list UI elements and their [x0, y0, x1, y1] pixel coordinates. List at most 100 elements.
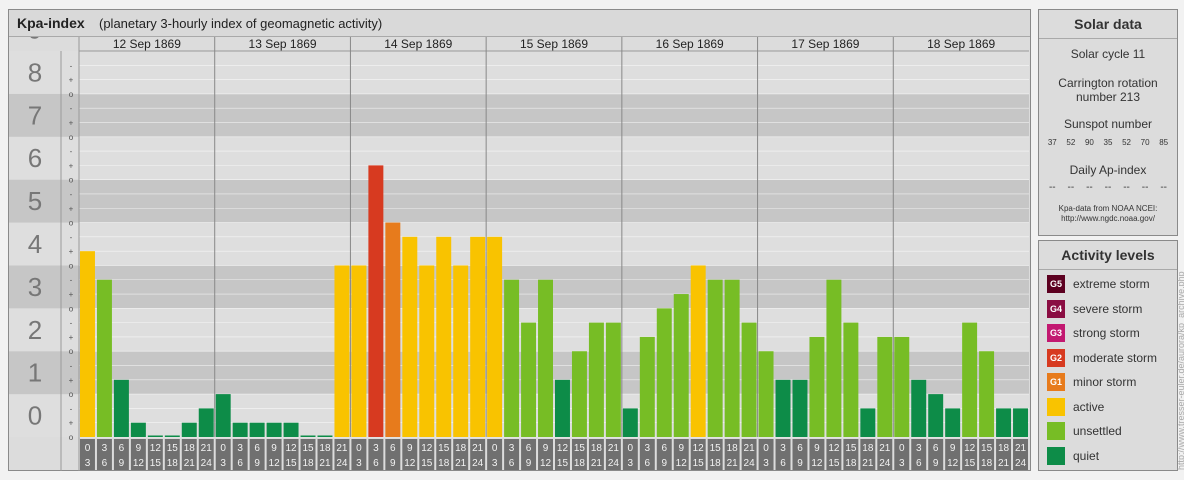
interval-end-label: 3 — [763, 458, 769, 469]
interval-end-label: 3 — [220, 458, 226, 469]
interval-label-box — [504, 439, 520, 470]
interval-start-label: 9 — [814, 443, 820, 454]
legend-label: minor storm — [1073, 375, 1137, 389]
interval-start-label: 3 — [509, 443, 515, 454]
interval-start-label: 3 — [237, 443, 243, 454]
kp-bar — [317, 435, 333, 437]
level-band — [9, 179, 1029, 223]
interval-end-label: 12 — [540, 458, 552, 469]
interval-label-box — [639, 439, 655, 470]
interval-start-label: 0 — [85, 443, 91, 454]
interval-end-label: 15 — [421, 458, 433, 469]
y-minor-tick-label: + — [69, 376, 74, 385]
y-minor-tick-label: o — [69, 347, 74, 356]
sunspot-value: 37 — [1047, 138, 1057, 147]
interval-label-box — [979, 439, 995, 470]
y-minor-tick-label: + — [69, 204, 74, 213]
interval-end-label: 9 — [390, 458, 396, 469]
interval-start-label: 0 — [220, 443, 226, 454]
kp-bar — [707, 279, 723, 437]
interval-label-box — [470, 439, 486, 470]
interval-label-box — [928, 439, 944, 470]
interval-start-label: 12 — [828, 443, 840, 454]
legend-item: active — [1047, 397, 1105, 416]
interval-end-label: 3 — [628, 458, 634, 469]
interval-end-label: 21 — [591, 458, 603, 469]
interval-start-label: 3 — [102, 443, 108, 454]
activity-levels-title: Activity levels — [1039, 241, 1177, 270]
interval-label-box — [588, 439, 604, 470]
interval-end-label: 18 — [981, 458, 993, 469]
kp-bar — [673, 294, 689, 437]
interval-start-label: 18 — [184, 443, 196, 454]
interval-label-box — [181, 439, 197, 470]
legend-label: moderate storm — [1073, 350, 1158, 365]
interval-label-box — [894, 439, 910, 470]
y-tick-label: 3 — [28, 272, 42, 302]
interval-label-box — [317, 439, 333, 470]
y-minor-tick-label: + — [69, 290, 74, 299]
interval-start-label: 15 — [302, 443, 314, 454]
interval-start-label: 21 — [336, 443, 348, 454]
legend-label: strong storm — [1073, 326, 1140, 340]
interval-end-label: 9 — [254, 458, 260, 469]
kp-bar — [809, 336, 825, 437]
interval-end-label: 9 — [797, 458, 803, 469]
sunspot-value: 52 — [1066, 138, 1076, 147]
interval-start-label: 9 — [543, 443, 549, 454]
interval-label-box — [385, 439, 401, 470]
kp-bar — [843, 322, 859, 437]
interval-start-label: 21 — [201, 443, 213, 454]
y-minor-tick-label: o — [69, 304, 74, 313]
interval-end-label: 6 — [645, 458, 651, 469]
interval-label-box — [911, 439, 927, 470]
legend-label: extreme storm — [1073, 277, 1150, 291]
legend-swatch: G4 — [1047, 299, 1065, 318]
interval-label-box — [80, 439, 95, 470]
kp-bar — [656, 308, 672, 437]
interval-end-label: 18 — [302, 458, 314, 469]
interval-label-box — [673, 439, 689, 470]
interval-end-label: 15 — [285, 458, 297, 469]
interval-start-label: 3 — [645, 443, 651, 454]
kp-bar — [555, 379, 570, 437]
solar-data-title: Solar data — [1039, 10, 1177, 39]
interval-end-label: 21 — [998, 458, 1010, 469]
interval-start-label: 12 — [421, 443, 433, 454]
interval-label-box — [724, 439, 740, 470]
interval-end-label: 24 — [472, 458, 484, 469]
y-minor-tick-label: o — [69, 219, 74, 228]
interval-start-label: 12 — [693, 443, 705, 454]
interval-start-label: 15 — [574, 443, 586, 454]
interval-start-label: 3 — [916, 443, 922, 454]
interval-label-box — [826, 439, 842, 470]
legend-item: G5 extreme storm — [1047, 275, 1150, 293]
kp-bar — [962, 322, 978, 437]
interval-start-label: 12 — [964, 443, 976, 454]
level-band — [9, 222, 1029, 266]
kp-bar — [453, 265, 469, 437]
kp-bar — [504, 279, 520, 437]
day-label: 14 Sep 1869 — [384, 37, 452, 51]
y-minor-tick-label: + — [69, 76, 74, 85]
ap-values: -- -- -- -- -- -- -- — [1043, 182, 1173, 193]
interval-end-label: 15 — [828, 458, 840, 469]
kp-bar — [198, 408, 214, 437]
y-minor-tick-label: o — [69, 433, 74, 442]
interval-label-box — [538, 439, 553, 470]
kp-bar — [113, 379, 129, 437]
sunspot-value: 70 — [1140, 138, 1150, 147]
kp-bar — [741, 322, 757, 437]
interval-label-box — [249, 439, 265, 470]
interval-end-label: 12 — [404, 458, 416, 469]
interval-start-label: 9 — [678, 443, 684, 454]
interval-start-label: 6 — [661, 443, 667, 454]
kp-bar — [979, 351, 995, 437]
legend-label: active — [1073, 399, 1105, 414]
legend-item: G1 minor storm — [1047, 373, 1136, 391]
interval-label-box — [860, 439, 876, 470]
legend-swatch — [1047, 446, 1065, 465]
interval-start-label: 9 — [271, 443, 277, 454]
y-minor-tick-label: + — [69, 419, 74, 428]
interval-end-label: 21 — [862, 458, 874, 469]
